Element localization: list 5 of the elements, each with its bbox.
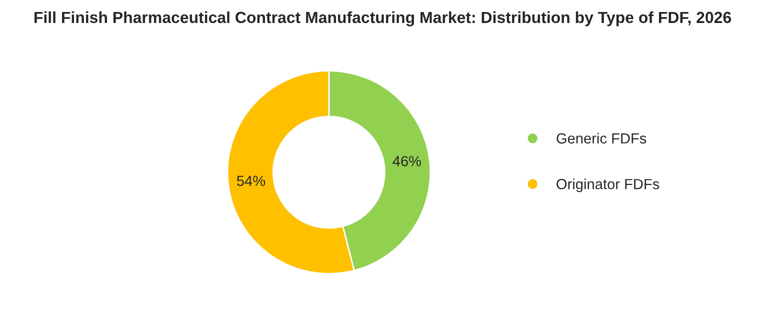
data-label: 54%	[236, 176, 266, 186]
legend-label: Originator FDFs	[556, 178, 660, 192]
legend-label: Generic FDFs	[556, 132, 646, 144]
chart-title: Fill Finish Pharmaceutical Contract Manufacturing Market: Distribution by Type of FDF, 2026	[34, 11, 732, 26]
data-label: 46%	[392, 156, 421, 166]
